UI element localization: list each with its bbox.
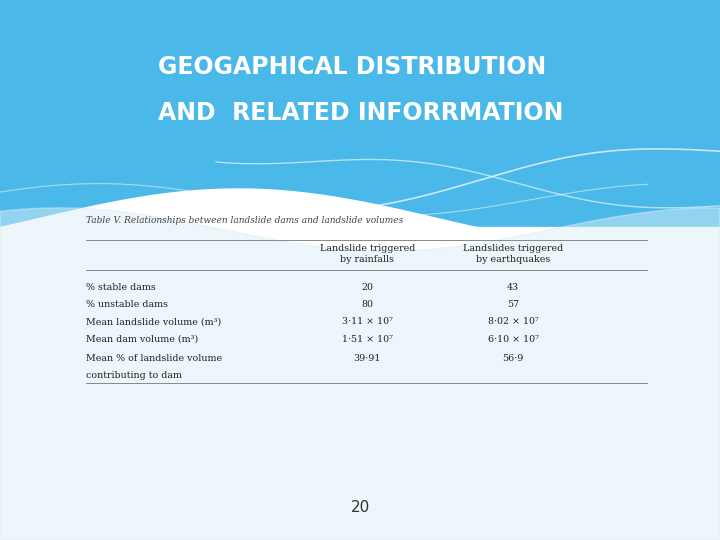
Text: 20: 20: [361, 284, 373, 293]
Text: by rainfalls: by rainfalls: [340, 255, 395, 264]
Text: Mean dam volume (m³): Mean dam volume (m³): [86, 335, 199, 344]
Text: Table V. Relationships between landslide dams and landslide volumes: Table V. Relationships between landslide…: [86, 216, 404, 225]
Text: GEOGAPHICAL DISTRIBUTION: GEOGAPHICAL DISTRIBUTION: [158, 56, 546, 79]
Text: 39·91: 39·91: [354, 354, 381, 363]
Text: AND  RELATED INFORRMATION: AND RELATED INFORRMATION: [158, 102, 564, 125]
Text: contributing to dam: contributing to dam: [86, 372, 182, 380]
Bar: [0, 227, 720, 540]
Text: 20: 20: [351, 500, 369, 515]
Text: 3·11 × 10⁷: 3·11 × 10⁷: [342, 317, 392, 326]
Text: Landslides triggered: Landslides triggered: [463, 244, 563, 253]
Text: 80: 80: [361, 300, 373, 309]
Text: by earthquakes: by earthquakes: [476, 255, 550, 264]
Text: Landslide triggered: Landslide triggered: [320, 244, 415, 253]
Bar: [0, 0, 720, 227]
Text: 8·02 × 10⁷: 8·02 × 10⁷: [488, 317, 539, 326]
Text: 1·51 × 10⁷: 1·51 × 10⁷: [342, 335, 392, 344]
Text: Mean landslide volume (m³): Mean landslide volume (m³): [86, 317, 222, 326]
Text: 57: 57: [507, 300, 519, 309]
Text: % unstable dams: % unstable dams: [86, 300, 168, 309]
Text: 6·10 × 10⁷: 6·10 × 10⁷: [487, 335, 539, 344]
Text: % stable dams: % stable dams: [86, 284, 156, 293]
Text: Mean % of landslide volume: Mean % of landslide volume: [86, 354, 222, 363]
Text: 43: 43: [507, 284, 519, 293]
Text: 56·9: 56·9: [503, 354, 524, 363]
